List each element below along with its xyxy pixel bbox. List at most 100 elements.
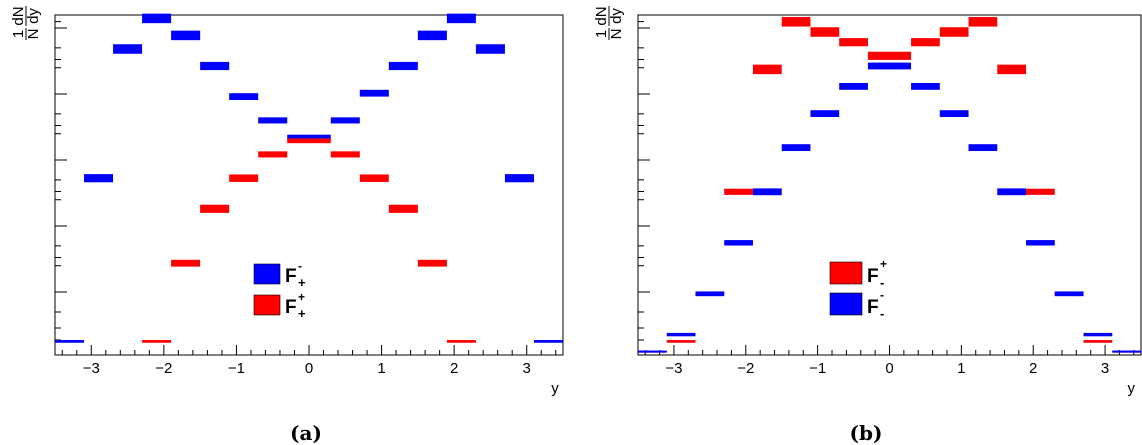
data-bin: [1026, 240, 1055, 246]
caption-b: (b): [850, 421, 883, 445]
data-bin: [781, 144, 811, 151]
legend-swatch: [253, 294, 281, 316]
data-bin: [781, 17, 811, 27]
data-bin: [810, 27, 840, 37]
y-label-denominator: N: [25, 29, 42, 40]
data-bin: [171, 259, 201, 267]
x-tick-label: 0: [305, 360, 313, 377]
data-bin: [388, 61, 418, 71]
x-tick-label: 1: [957, 360, 965, 377]
data-bin: [752, 64, 782, 75]
data-bin: [1054, 291, 1084, 297]
data-bin: [911, 38, 940, 47]
data-bin: [839, 83, 868, 90]
x-tick-label: −3: [665, 360, 682, 377]
legend-swatch: [829, 261, 863, 285]
legend-superscript: +: [298, 290, 305, 304]
data-bin: [417, 259, 447, 267]
data-bin: [330, 117, 360, 124]
legend-subscript: +: [298, 275, 306, 290]
data-bin: [417, 30, 447, 41]
data-bin: [287, 134, 331, 141]
data-bin: [997, 64, 1027, 75]
data-bin: [475, 44, 505, 54]
data-bin: [142, 13, 172, 24]
data-bin: [968, 144, 998, 151]
data-bin: [724, 240, 753, 246]
data-bin: [200, 204, 230, 213]
legend-swatch: [253, 263, 281, 285]
data-bin: [359, 89, 389, 97]
caption-a: (a): [290, 421, 322, 445]
x-tick-label: 2: [450, 360, 458, 377]
data-bin: [533, 340, 563, 343]
data-bin: [200, 61, 230, 71]
y-label-numerator: 1: [10, 30, 27, 38]
data-marks-b: [638, 17, 1141, 353]
legend-subscript: -: [880, 275, 884, 290]
legend-superscript: -: [880, 288, 884, 302]
data-bin: [330, 151, 360, 158]
legend-a: F -+F ++: [253, 259, 306, 321]
legend-swatch: [829, 292, 863, 316]
y-ticks-a: [55, 21, 67, 341]
legend-superscript: -: [298, 259, 302, 273]
data-bin: [504, 174, 534, 183]
legend-superscript: +: [880, 257, 887, 271]
legend-b: F+-F--: [829, 257, 887, 321]
y-label-denominator: N: [608, 29, 625, 40]
data-bin: [638, 350, 667, 353]
data-bin: [968, 17, 998, 27]
data-bin: [1083, 332, 1113, 337]
legend-label: F: [867, 297, 879, 318]
data-bin: [752, 188, 782, 196]
data-bin: [258, 151, 288, 158]
data-bin: [446, 13, 476, 24]
x-tick-label: −1: [228, 360, 245, 377]
x-tick-label: −2: [155, 360, 172, 377]
data-bin: [867, 51, 912, 60]
y-label-dden: dy: [25, 8, 42, 24]
x-tick-label: 3: [523, 360, 531, 377]
data-bin: [55, 340, 85, 343]
legend-label: F: [285, 297, 297, 318]
legend-label: F: [285, 266, 297, 287]
x-tick-label: −1: [809, 360, 826, 377]
x-tick-label: −3: [83, 360, 100, 377]
y-label-dnum: dN: [593, 6, 610, 25]
data-bin: [695, 291, 725, 297]
x-axis-label-b: y: [1128, 380, 1136, 397]
data-bin: [724, 188, 753, 195]
x-tick-label: 2: [1029, 360, 1037, 377]
data-bin: [997, 188, 1027, 196]
data-bin: [229, 93, 259, 100]
x-tick-label: −2: [737, 360, 754, 377]
y-label-dnum: dN: [10, 6, 27, 25]
x-ticks-b: −3 −2 −1 0 1 2 3: [644, 345, 1135, 377]
data-bin: [388, 204, 418, 213]
x-axis-label-a: y: [551, 380, 559, 397]
data-bin: [1112, 350, 1141, 353]
y-label-numerator: 1: [593, 30, 610, 38]
data-bin: [939, 27, 969, 37]
y-label-dden: dy: [608, 8, 625, 24]
data-bin: [939, 110, 969, 117]
data-bin: [839, 38, 868, 47]
data-marks-a: [55, 13, 563, 343]
x-tick-label: 0: [885, 360, 893, 377]
data-bin: [911, 83, 940, 90]
plot-frame-a: [54, 14, 564, 356]
data-bin: [84, 174, 114, 183]
data-bin: [666, 332, 696, 337]
y-ticks-b: [638, 21, 650, 341]
data-bin: [229, 174, 259, 182]
x-tick-label: 3: [1101, 360, 1109, 377]
data-bin: [287, 138, 331, 144]
data-bin: [359, 174, 389, 182]
